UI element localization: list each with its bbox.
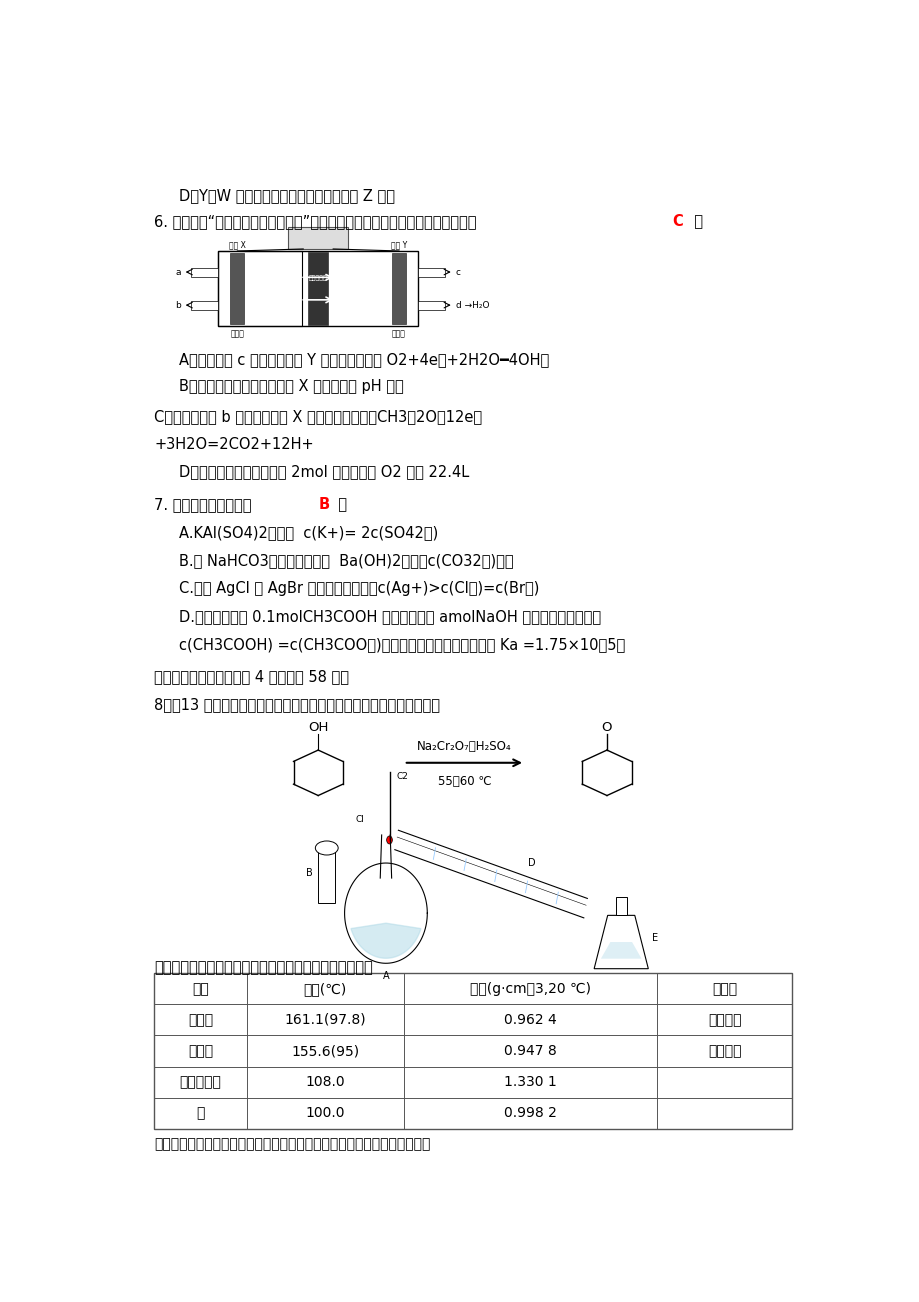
Bar <box>218 251 417 327</box>
Text: 环己醇、环己酮、饱和食盐水和水的部分物理性质见下表: 环己醇、环己酮、饱和食盐水和水的部分物理性质见下表 <box>154 961 372 975</box>
Text: 1.330 1: 1.330 1 <box>504 1075 556 1088</box>
Bar <box>191 301 218 310</box>
Text: d →H₂O: d →H₂O <box>455 301 489 310</box>
Text: 二、非选择题（本题包括 4 小题，共 58 分）: 二、非选择题（本题包括 4 小题，共 58 分） <box>154 669 349 685</box>
Text: B: B <box>305 868 312 878</box>
Text: A: A <box>382 971 389 982</box>
Text: 100.0: 100.0 <box>305 1107 345 1120</box>
Text: 密度(g·cm－3,20 ℃): 密度(g·cm－3,20 ℃) <box>470 982 590 996</box>
Text: 环己醇: 环己醇 <box>187 1013 213 1027</box>
Text: 注：括号中的数据表示该有机物与水形成的具有固定组成的混合物的沸点。: 注：括号中的数据表示该有机物与水形成的具有固定组成的混合物的沸点。 <box>154 1137 430 1151</box>
Text: D．Y、W 的最高价氧化物水化物均能溶解 Z 单质: D．Y、W 的最高价氧化物水化物均能溶解 Z 单质 <box>179 189 395 203</box>
Bar <box>218 251 302 327</box>
Ellipse shape <box>315 841 338 855</box>
Text: 电极 X: 电极 X <box>229 240 245 249</box>
Text: 扩散层: 扩散层 <box>391 329 405 339</box>
Text: ）: ） <box>685 215 703 229</box>
Text: c: c <box>455 267 460 276</box>
Text: a: a <box>175 267 180 276</box>
Text: b: b <box>175 301 180 310</box>
Text: 环己酮: 环己酮 <box>187 1044 213 1059</box>
Bar <box>417 301 445 310</box>
Bar <box>191 267 218 276</box>
Polygon shape <box>600 943 641 958</box>
Polygon shape <box>350 923 421 958</box>
Text: 溶解性: 溶解性 <box>711 982 736 996</box>
Text: C: C <box>672 215 683 229</box>
Text: D.常温下，向含 0.1molCH3COOH 的溶液中加入 amolNaOH 固体，反应后溶液中: D.常温下，向含 0.1molCH3COOH 的溶液中加入 amolNaOH 固… <box>179 609 601 625</box>
Text: ）: ） <box>329 497 346 512</box>
Text: 55～60 ℃: 55～60 ℃ <box>437 775 491 788</box>
Text: 108.0: 108.0 <box>305 1075 345 1088</box>
Text: A.KAl(SO4)2溶液中  c(K+)= 2c(SO42－): A.KAl(SO4)2溶液中 c(K+)= 2c(SO42－) <box>179 525 438 540</box>
Text: c(CH3COOH) =c(CH3COO－)，则溶液显碱性。（已知醋酸 Ka =1.75×10－5）: c(CH3COOH) =c(CH3COO－)，则溶液显碱性。（已知醋酸 Ka =… <box>179 638 625 652</box>
Circle shape <box>386 836 391 844</box>
Text: +3H2O=2CO2+12H+: +3H2O=2CO2+12H+ <box>154 437 313 452</box>
Bar <box>230 253 244 324</box>
Text: D．当该电池向外电路提供 2mol 电子时消耗 O2 约为 22.4L: D．当该电池向外电路提供 2mol 电子时消耗 O2 约为 22.4L <box>179 464 469 479</box>
Text: 0.962 4: 0.962 4 <box>504 1013 556 1027</box>
Text: C2: C2 <box>396 772 408 781</box>
Text: 微溶于水: 微溶于水 <box>707 1044 741 1059</box>
Text: A．氧气应从 c 处通入，电极 Y 上发生的反应为 O2+4e－+2H2O━4OH－: A．氧气应从 c 处通入，电极 Y 上发生的反应为 O2+4e－+2H2O━4O… <box>179 352 549 367</box>
Text: Na₂Cr₂O₇、H₂SO₄: Na₂Cr₂O₇、H₂SO₄ <box>416 740 511 753</box>
Bar <box>318 848 335 904</box>
Text: 饱和食盐水: 饱和食盐水 <box>179 1075 221 1088</box>
Bar <box>417 267 445 276</box>
Text: 6. 绿色电源“二甲醚－氧气燃料电池”的工作原理如图，所示下列说法正确的是（: 6. 绿色电源“二甲醚－氧气燃料电池”的工作原理如图，所示下列说法正确的是（ <box>154 215 485 229</box>
Text: 物质: 物质 <box>192 982 209 996</box>
Text: 155.6(95): 155.6(95) <box>291 1044 359 1059</box>
Text: 0.947 8: 0.947 8 <box>504 1044 556 1059</box>
Text: E: E <box>652 934 657 943</box>
Polygon shape <box>594 915 648 969</box>
Text: O: O <box>601 721 611 734</box>
Text: 质子交换膜: 质子交换膜 <box>309 276 327 281</box>
Text: 161.1(97.8): 161.1(97.8) <box>284 1013 366 1027</box>
Bar <box>308 253 328 324</box>
Text: 水: 水 <box>196 1107 205 1120</box>
Bar <box>391 253 405 324</box>
Text: 0.998 2: 0.998 2 <box>504 1107 556 1120</box>
FancyBboxPatch shape <box>288 227 347 249</box>
Bar <box>615 897 626 915</box>
Text: 扩散层: 扩散层 <box>230 329 244 339</box>
Text: Cl: Cl <box>356 815 364 824</box>
Text: OH: OH <box>308 721 328 734</box>
Text: B.向 NaHCO3溶液中加入少量  Ba(OH)2固体，c(CO32－)增大: B.向 NaHCO3溶液中加入少量 Ba(OH)2固体，c(CO32－)增大 <box>179 553 513 568</box>
Text: B．电池在放电过程中，电极 X 周围溶液的 pH 增大: B．电池在放电过程中，电极 X 周围溶液的 pH 增大 <box>179 379 403 393</box>
Text: 电极 Y: 电极 Y <box>391 240 407 249</box>
Bar <box>154 974 791 1129</box>
Text: B: B <box>318 497 329 512</box>
Text: C．二甲醚应从 b 处加入，电极 X 上发生的反应为（CH3）2O－12e－: C．二甲醚应从 b 处加入，电极 X 上发生的反应为（CH3）2O－12e－ <box>154 409 482 424</box>
Text: 8．（13 分）实验室合成环己酮的反应、装置示意图及有关数据如下：: 8．（13 分）实验室合成环己酮的反应、装置示意图及有关数据如下： <box>154 698 439 712</box>
Text: D: D <box>528 858 536 868</box>
Text: 沸点(℃): 沸点(℃) <box>303 982 346 996</box>
Text: 7. 下列说法正确的是（: 7. 下列说法正确的是（ <box>154 497 261 512</box>
Text: C.含有 AgCl 和 AgBr 固体的悬浊液中，c(Ag+)>c(Cl－)=c(Br－): C.含有 AgCl 和 AgBr 固体的悬浊液中，c(Ag+)>c(Cl－)=c… <box>179 581 539 596</box>
Text: 能溶于水: 能溶于水 <box>707 1013 741 1027</box>
